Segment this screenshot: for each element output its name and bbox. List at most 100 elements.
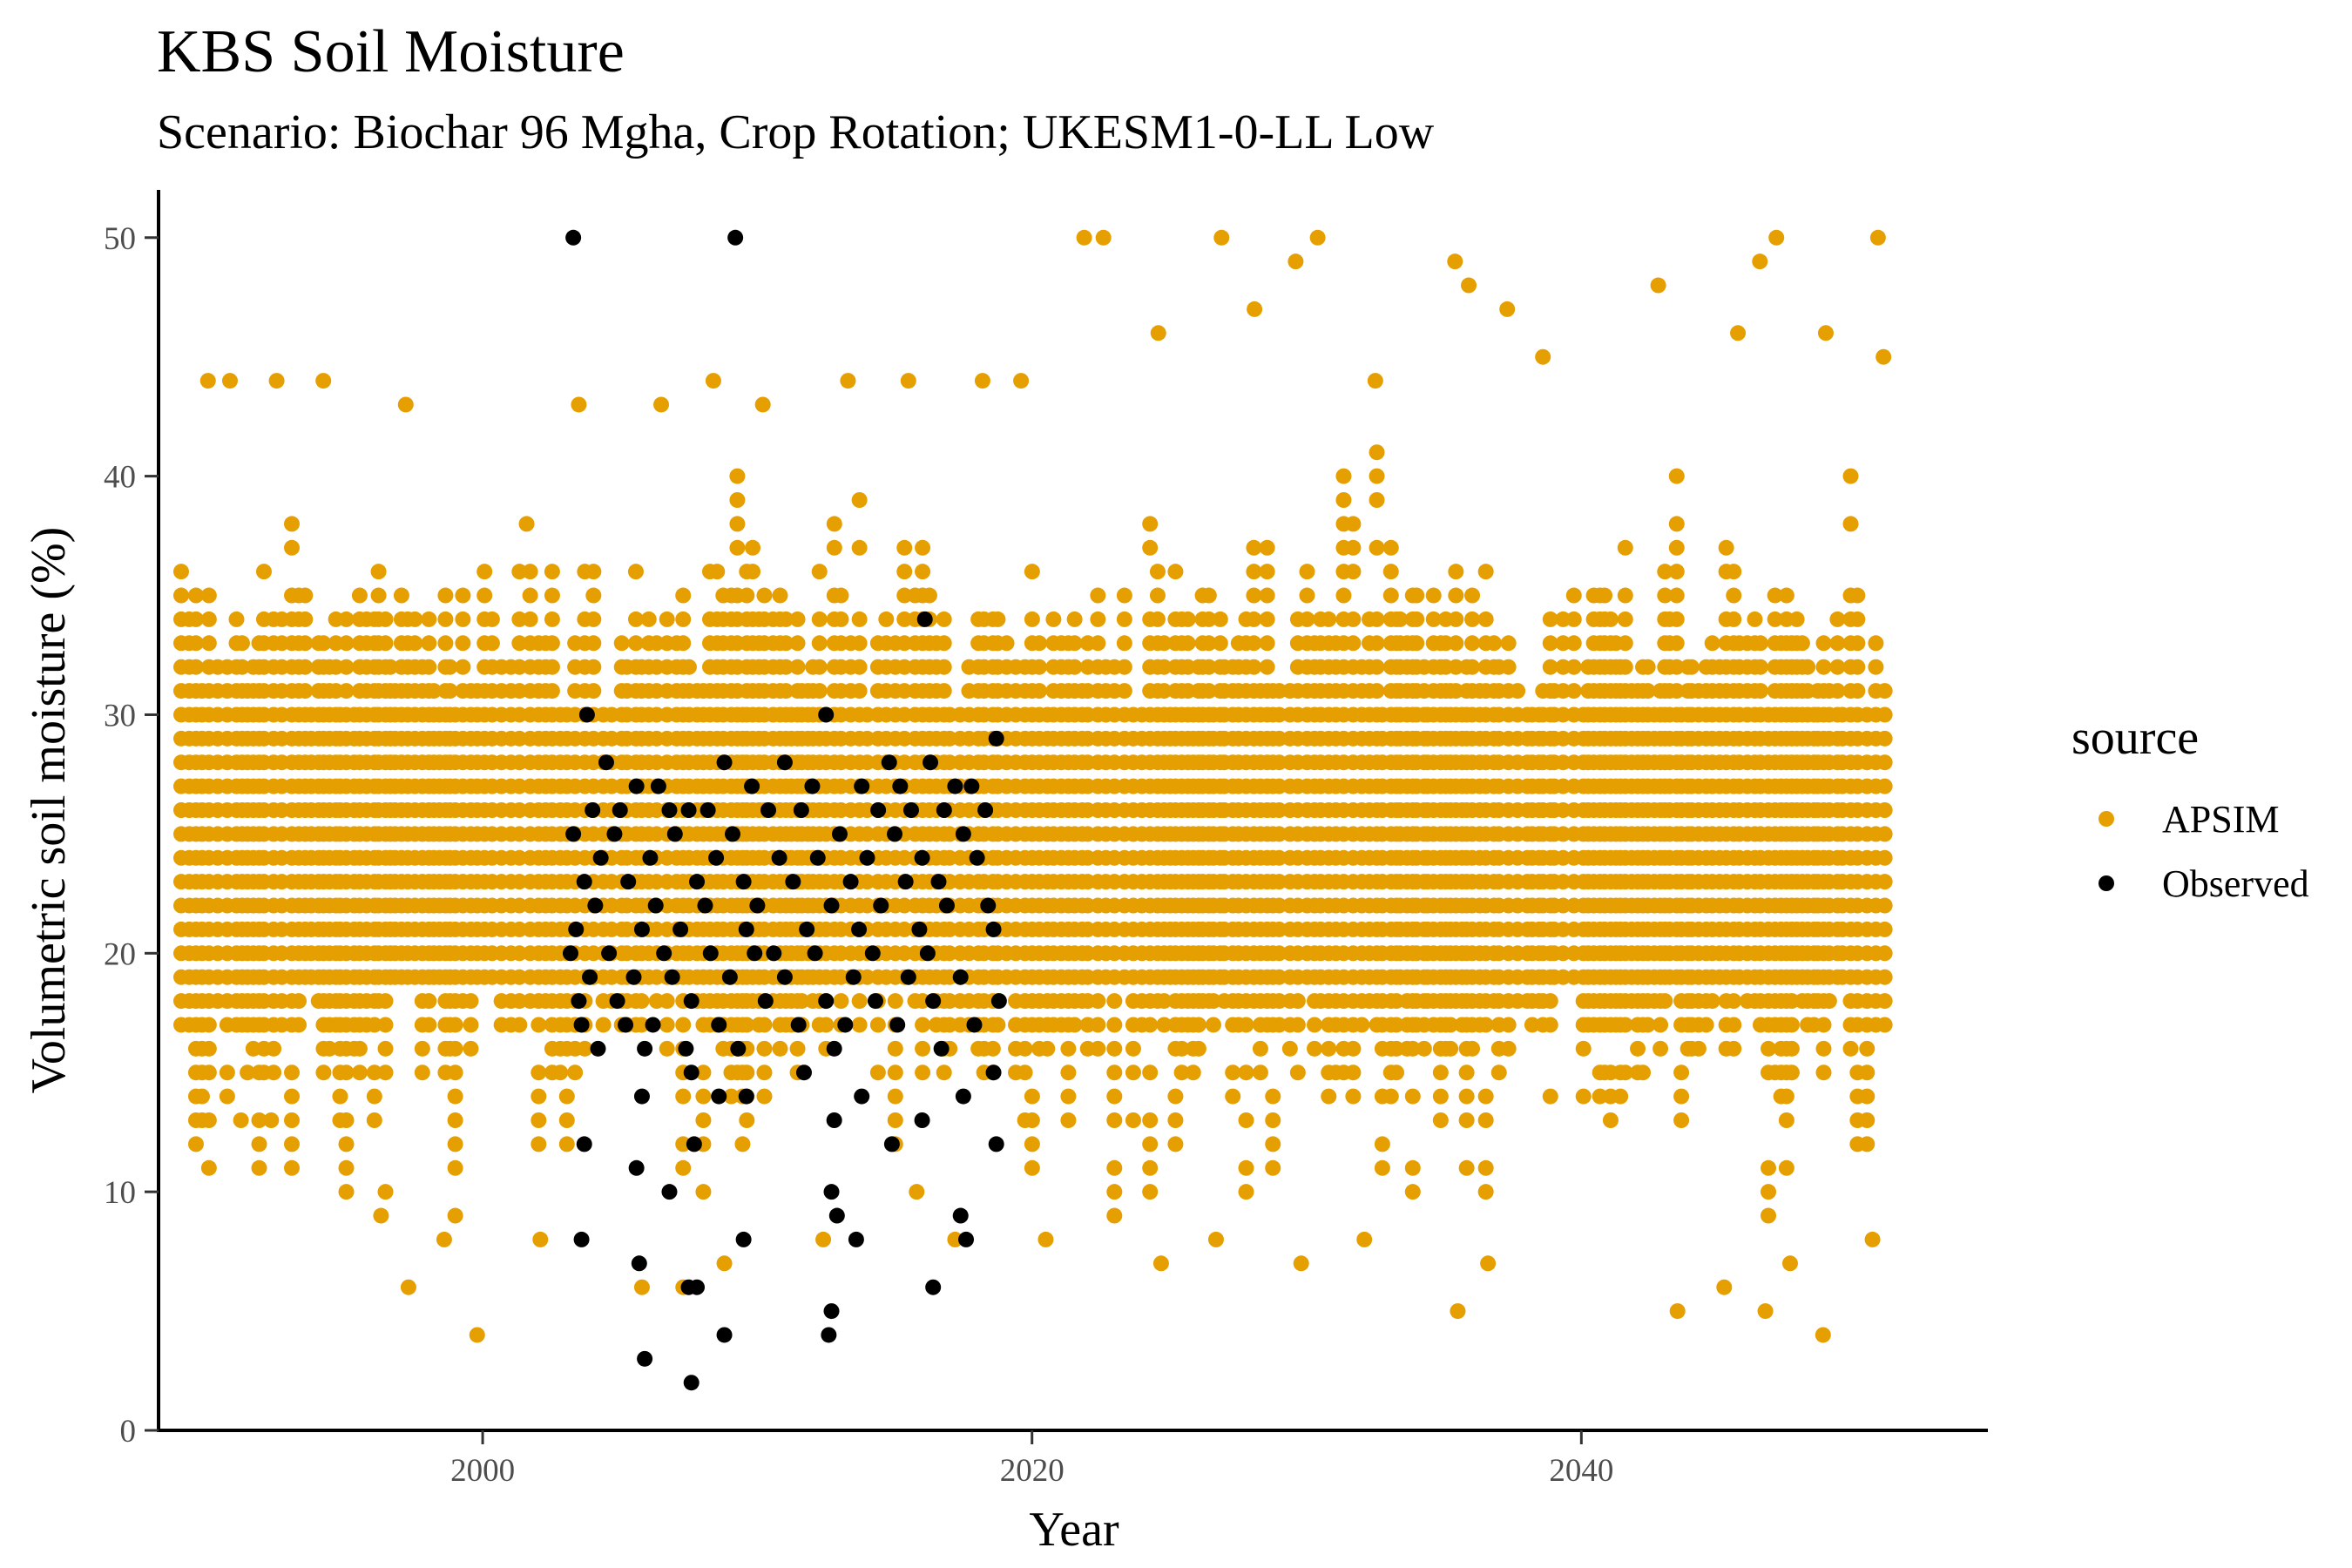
apsim-point <box>442 683 458 700</box>
observed-point <box>828 1207 845 1224</box>
apsim-point <box>1066 611 1083 627</box>
observed-point <box>923 754 939 771</box>
apsim-point <box>1704 993 1720 1010</box>
apsim-point <box>421 993 437 1010</box>
apsim-point <box>1726 587 1742 604</box>
apsim-point <box>1767 587 1783 604</box>
apsim-point <box>200 611 217 627</box>
apsim-point <box>1090 635 1106 652</box>
apsim-point <box>1781 1255 1798 1272</box>
apsim-point <box>284 1088 301 1105</box>
observed-point <box>799 921 815 937</box>
apsim-point <box>1602 611 1619 627</box>
x-axis-title: Year <box>1029 1503 1119 1557</box>
observed-point <box>565 229 582 246</box>
apsim-point <box>1500 1017 1517 1033</box>
apsim-point <box>729 468 746 484</box>
observed-point <box>625 969 642 985</box>
observed-point <box>683 1064 700 1081</box>
y-tick-label: 20 <box>104 936 136 972</box>
apsim-point <box>1207 1231 1224 1247</box>
observed-point <box>711 1088 727 1105</box>
apsim-point <box>1389 1064 1405 1081</box>
apsim-point <box>716 1255 733 1272</box>
apsim-point <box>811 635 828 652</box>
apsim-point <box>851 683 868 700</box>
apsim-point <box>1757 1303 1774 1320</box>
apsim-point <box>1066 635 1083 652</box>
apsim-point <box>778 659 794 675</box>
apsim-point <box>1017 1064 1033 1081</box>
apsim-point <box>851 1017 868 1033</box>
apsim-point <box>1185 1064 1201 1081</box>
apsim-point <box>1458 1112 1475 1128</box>
apsim-point <box>1150 325 1166 341</box>
apsim-point <box>1639 1017 1656 1033</box>
apsim-point <box>1167 1136 1184 1152</box>
apsim-point <box>1652 1017 1669 1033</box>
observed-point <box>590 1040 606 1057</box>
observed-point <box>565 826 582 842</box>
apsim-point <box>1173 1040 1190 1057</box>
apsim-point <box>1668 516 1685 532</box>
apsim-point <box>859 802 875 818</box>
apsim-point <box>544 587 560 604</box>
apsim-point <box>1768 229 1785 246</box>
apsim-point <box>187 1136 204 1152</box>
apsim-point <box>1448 587 1464 604</box>
apsim-point <box>1778 1088 1794 1105</box>
observed-point <box>793 802 809 818</box>
y-tick-label: 50 <box>104 221 136 257</box>
apsim-point <box>998 635 1015 652</box>
observed-point <box>656 945 672 962</box>
apsim-point <box>695 1064 712 1081</box>
apsim-point <box>723 1088 740 1105</box>
apsim-point <box>851 993 868 1010</box>
observed-point <box>637 1040 653 1057</box>
apsim-point <box>1673 1112 1690 1128</box>
observed-point <box>914 1112 930 1128</box>
observed-point <box>776 754 793 771</box>
apsim-point <box>1024 611 1040 627</box>
observed-point <box>985 921 1002 937</box>
apsim-point <box>1500 635 1517 652</box>
y-tick-label: 0 <box>120 1414 137 1450</box>
apsim-point <box>1212 635 1228 652</box>
apsim-point <box>1335 492 1352 508</box>
apsim-point <box>659 993 675 1010</box>
apsim-point <box>1458 1064 1475 1081</box>
observed-point <box>585 802 601 818</box>
apsim-point <box>1106 1207 1123 1224</box>
apsim-point <box>1090 1040 1106 1057</box>
apsim-point <box>1024 1159 1040 1176</box>
apsim-point <box>1565 683 1582 700</box>
observed-point <box>845 969 862 985</box>
apsim-point <box>266 1040 282 1057</box>
apsim-point <box>1761 1207 1777 1224</box>
apsim-point <box>1555 611 1571 627</box>
observed-point <box>842 874 859 890</box>
apsim-point <box>1815 1064 1832 1081</box>
observed-point <box>823 897 840 914</box>
x-axis-ticks: 2000 2020 2040 <box>450 1430 1613 1489</box>
apsim-point <box>1668 564 1685 580</box>
apsim-point <box>675 587 692 604</box>
apsim-point <box>1524 1017 1540 1033</box>
apsim-point <box>1657 587 1673 604</box>
observed-point <box>683 1375 700 1391</box>
apsim-point <box>544 659 560 675</box>
apsim-point <box>233 1112 249 1128</box>
observed-point <box>735 1231 752 1247</box>
apsim-point <box>1321 1088 1337 1105</box>
apsim-point <box>1464 1040 1481 1057</box>
apsim-point <box>1542 611 1558 627</box>
apsim-point <box>1458 1088 1475 1105</box>
apsim-point <box>909 1184 925 1200</box>
observed-point <box>851 921 868 937</box>
apsim-point <box>284 539 301 556</box>
apsim-point <box>1299 611 1315 627</box>
apsim-point <box>338 611 355 627</box>
apsim-point <box>1238 1112 1254 1128</box>
apsim-point <box>1031 659 1048 675</box>
apsim-point <box>1382 1088 1399 1105</box>
